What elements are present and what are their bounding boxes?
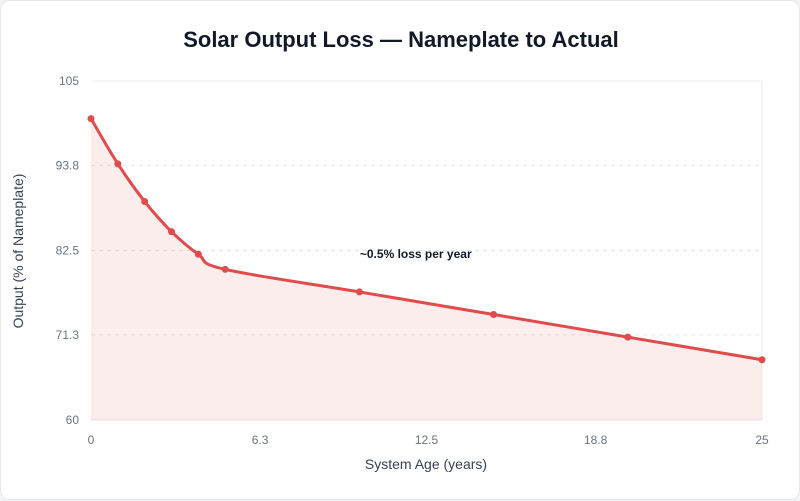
data-point: [758, 356, 766, 364]
data-point: [141, 198, 149, 206]
x-tick-label: 6.3: [252, 433, 269, 447]
y-tick-label: 60: [66, 413, 80, 427]
series-area: [91, 118, 762, 421]
data-point: [490, 311, 498, 319]
x-tick-label: 18.8: [584, 433, 608, 447]
data-point: [194, 250, 202, 258]
point-layer: [87, 115, 766, 364]
data-point: [168, 228, 176, 236]
y-axis-label: Output (% of Nameplate): [10, 174, 26, 329]
data-point: [87, 115, 95, 123]
series-line: [89, 117, 764, 362]
annotation-layer: ~0.5% loss per year: [360, 247, 472, 261]
y-tick-label: 82.5: [56, 244, 80, 258]
x-tick-label: 0: [88, 433, 95, 447]
x-tick-label: 12.5: [415, 433, 439, 447]
data-point: [355, 288, 363, 296]
annotation-label: ~0.5% loss per year: [360, 247, 472, 261]
grid-lines: [91, 80, 763, 421]
data-point: [624, 333, 632, 341]
data-point: [221, 265, 229, 273]
data-point: [114, 160, 122, 168]
y-tick-label: 93.8: [56, 158, 80, 172]
area-layer: [91, 118, 762, 421]
y-tick-label: 105: [59, 74, 79, 88]
y-tick-label: 71.3: [56, 328, 80, 342]
line-layer: [89, 117, 764, 362]
x-tick-label: 25: [755, 433, 769, 447]
tick-layer: 105 93.8 82.5 71.3 60 0 6.3 12.5 18.8 25: [56, 74, 769, 447]
x-axis-label: System Age (years): [365, 456, 487, 472]
chart-title: Solar Output Loss — Nameplate to Actual: [183, 27, 619, 52]
